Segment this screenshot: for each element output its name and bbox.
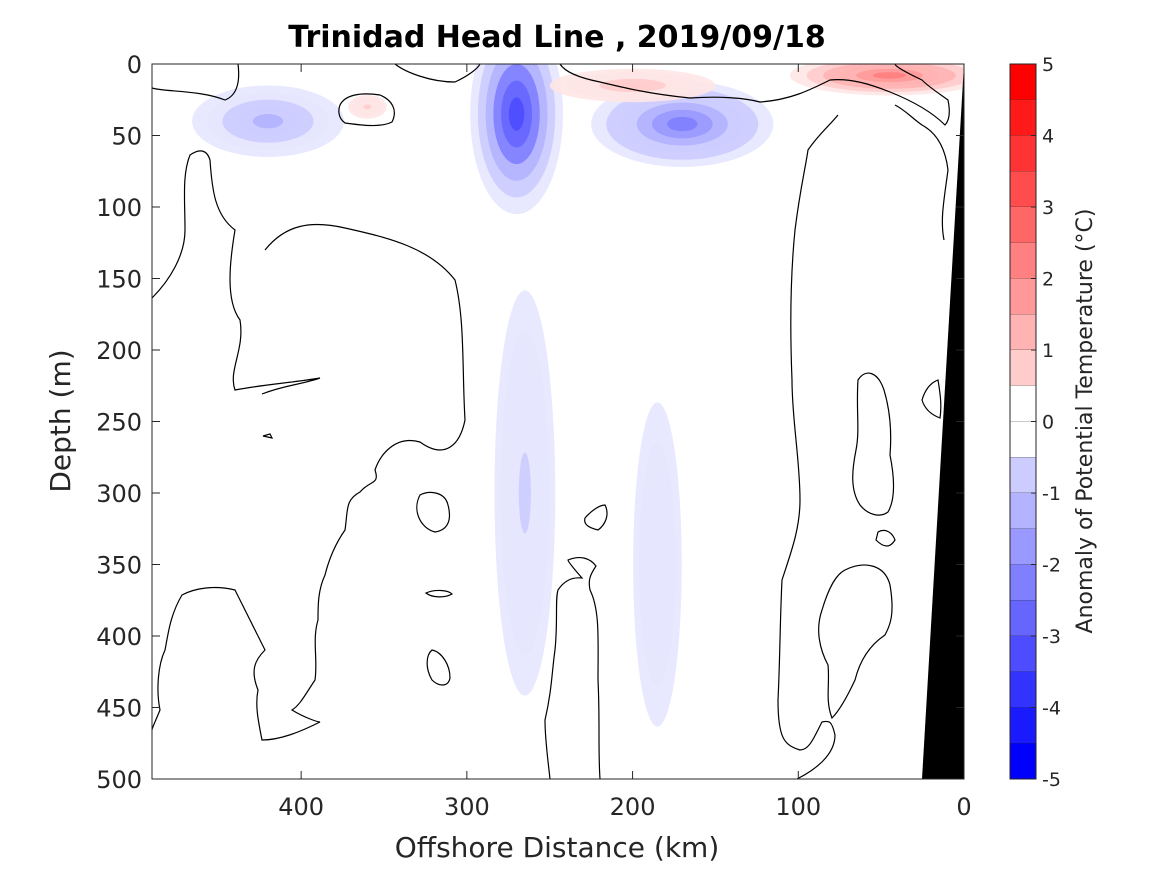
contour-line — [151, 63, 240, 101]
y-axis-label: Depth (m) — [44, 349, 77, 492]
colorbar-swatch — [1010, 564, 1036, 601]
colorbar-swatch — [1010, 385, 1036, 422]
contour-line — [262, 433, 274, 439]
colorbar-tick-label: -2 — [1042, 555, 1061, 577]
y-tick-label: 250 — [96, 409, 142, 437]
y-tick-label: 300 — [96, 480, 142, 508]
contour-line — [777, 114, 839, 780]
contour-line — [875, 529, 896, 547]
contour-line — [151, 223, 466, 741]
x-tick-label: 0 — [956, 793, 971, 821]
colorbar-tick-label: -1 — [1042, 483, 1061, 505]
colorbar-swatch — [1010, 242, 1036, 279]
contour-line — [544, 556, 601, 780]
y-tick-label: 450 — [96, 695, 142, 723]
x-tick-label: 100 — [775, 793, 821, 821]
colorbar-swatch — [1010, 528, 1036, 565]
colorbar-tick-label: -4 — [1042, 698, 1061, 720]
colorbar-label: Anomaly of Potential Temperature (°C) — [1073, 209, 1098, 634]
contour-line — [426, 649, 451, 686]
chart-title: Trinidad Head Line , 2019/09/18 — [288, 20, 825, 55]
colorbar-swatch — [1010, 636, 1036, 672]
colorbar-tick-label: 0 — [1042, 412, 1054, 434]
y-tick-label: 0 — [127, 51, 142, 79]
colorbar-swatch — [1010, 493, 1036, 529]
y-tick-label: 500 — [96, 766, 142, 794]
contour-line — [818, 564, 893, 720]
y-tick-label: 150 — [96, 266, 142, 294]
y-tick-label: 100 — [96, 194, 142, 222]
bathymetry-mask — [922, 64, 964, 779]
x-axis-label: Offshore Distance (km) — [395, 831, 720, 864]
anomaly-cell — [518, 452, 531, 534]
colorbar-tick-label: 4 — [1042, 126, 1054, 148]
colorbar-swatch — [1010, 707, 1036, 744]
contour-line — [394, 63, 481, 83]
colorbar-swatch — [1010, 421, 1036, 458]
y-axis: 0 50 100 150 200 250 300 350 400 450 500 — [96, 51, 964, 794]
anomaly-cell — [872, 72, 907, 79]
y-tick-label: 350 — [96, 552, 142, 580]
colorbar-tick-label: 5 — [1042, 54, 1054, 76]
colorbar-swatch — [1010, 207, 1036, 243]
colorbar-swatch — [1010, 135, 1036, 172]
colorbar-swatch — [1010, 99, 1036, 136]
colorbar-swatch — [1010, 278, 1036, 315]
plot-background — [152, 64, 964, 779]
colorbar-tick-label: 2 — [1042, 269, 1054, 291]
colorbar-swatch — [1010, 457, 1036, 493]
colorbar: 5 4 3 2 1 0 -1 -2 -3 -4 -5 — [1009, 54, 1061, 791]
x-tick-label: 300 — [444, 793, 490, 821]
colorbar-tick-label: 1 — [1042, 340, 1054, 362]
zero-contours — [151, 63, 950, 780]
colorbar-swatch — [1010, 743, 1036, 779]
contour-line — [151, 150, 321, 395]
colorbar-tick-label: -5 — [1042, 769, 1061, 791]
contour-line — [921, 379, 942, 419]
colorbar-swatch — [1010, 600, 1036, 636]
y-tick-label: 50 — [111, 123, 142, 151]
contour-line — [424, 589, 453, 598]
plot-area — [151, 63, 965, 780]
x-tick-label: 200 — [610, 793, 656, 821]
colorbar-swatch — [1010, 64, 1036, 100]
y-tick-label: 200 — [96, 337, 142, 365]
anomaly-cell — [616, 82, 650, 89]
colorbar-swatch — [1010, 671, 1036, 708]
contour-line — [894, 104, 949, 241]
contour-line — [338, 93, 395, 127]
anomaly-cell — [508, 97, 525, 131]
contour-line — [584, 504, 608, 531]
colorbar-tick-label: 3 — [1042, 197, 1054, 219]
x-tick-label: 400 — [278, 793, 324, 821]
anomaly-cell — [363, 104, 372, 110]
contour-line — [852, 372, 895, 516]
anomaly-field — [192, 64, 964, 727]
contour-line — [416, 491, 451, 533]
colorbar-swatch — [1010, 171, 1036, 207]
anomaly-cell — [667, 116, 698, 132]
colorbar-swatch — [1010, 350, 1036, 386]
contour-line — [559, 63, 950, 126]
anomaly-cell — [651, 523, 664, 606]
colorbar-swatch — [1010, 314, 1036, 350]
x-axis: 400 300 200 100 0 — [278, 64, 972, 821]
anomaly-cell — [252, 114, 284, 129]
y-tick-label: 400 — [96, 623, 142, 651]
colorbar-tick-label: -3 — [1042, 626, 1061, 648]
